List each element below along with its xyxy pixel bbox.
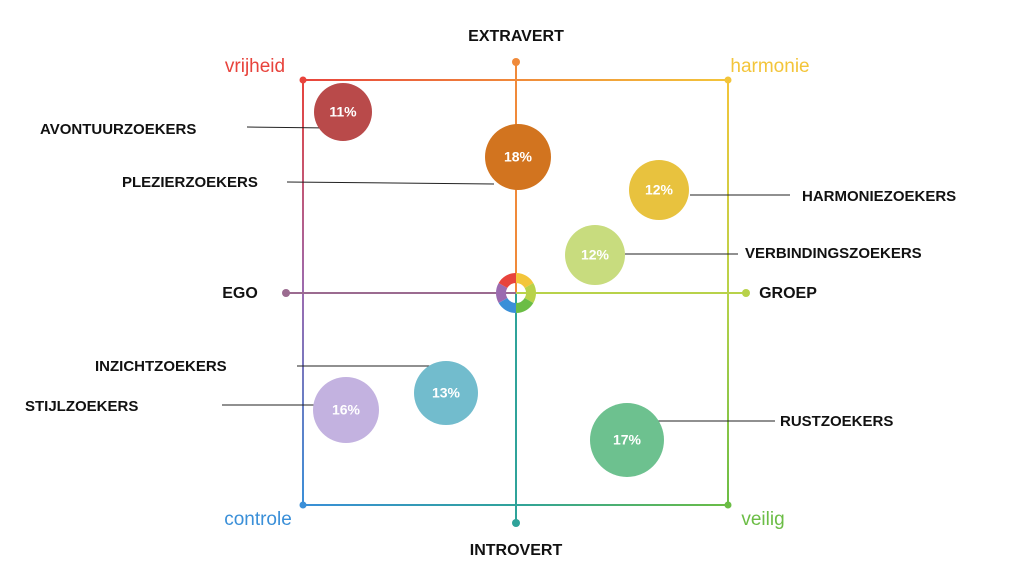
- segment-label: VERBINDINGSZOEKERS: [745, 245, 922, 262]
- bubble-percent: 16%: [332, 402, 361, 418]
- bubble-percent: 11%: [329, 104, 357, 120]
- segment-label: PLEZIERZOEKERS: [122, 174, 258, 191]
- bubble: [414, 361, 478, 425]
- bubble-percent: 13%: [432, 385, 461, 401]
- segment-label: STIJLZOEKERS: [25, 398, 138, 415]
- bubble-percent: 18%: [504, 149, 533, 165]
- axis-label: EXTRAVERT: [468, 28, 564, 45]
- bubble-percent: 17%: [613, 432, 642, 448]
- dots: [282, 58, 750, 527]
- leader-line: [286, 181, 495, 185]
- bubble: [565, 225, 625, 285]
- axis-label: GROEP: [759, 285, 817, 302]
- segment-label: HARMONIEZOEKERS: [802, 188, 956, 205]
- segment-label: AVONTUURZOEKERS: [40, 121, 196, 138]
- corner-label: harmonie: [730, 56, 809, 77]
- segment-label: INZICHTZOEKERS: [95, 358, 227, 375]
- axis-label: EGO: [222, 285, 258, 302]
- bubble-percent: 12%: [645, 182, 674, 198]
- bubble-percent: 12%: [581, 247, 610, 263]
- segments: 11% AVONTUURZOEKERS 18% PLEZIERZOEKERS 12% HA…: [25, 83, 956, 477]
- center-ring: [496, 272, 536, 314]
- leader-line: [246, 126, 331, 129]
- frame: [286, 62, 746, 523]
- corner-label: controle: [224, 509, 292, 530]
- segment-label: RUSTZOEKERS: [780, 413, 893, 430]
- bubble: [313, 377, 379, 443]
- bubble: [485, 124, 551, 190]
- bubble: [629, 160, 689, 220]
- corner-label: veilig: [741, 509, 784, 530]
- bubble: [314, 83, 372, 141]
- bubble: [590, 403, 664, 477]
- axis-label: INTROVERT: [470, 542, 563, 559]
- corner-label: vrijheid: [225, 56, 285, 77]
